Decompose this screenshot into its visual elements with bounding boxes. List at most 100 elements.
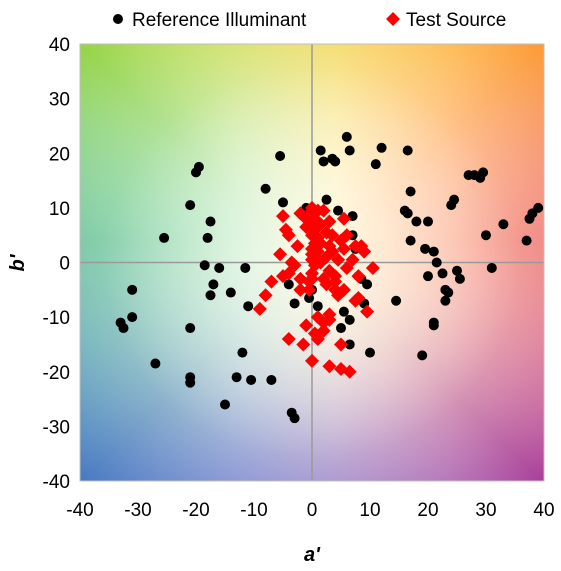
reference-illuminant-points <box>115 131 544 424</box>
test-source-point <box>345 252 360 267</box>
test-source-point <box>339 228 354 243</box>
reference-illuminant-point <box>266 374 277 385</box>
reference-illuminant-point <box>521 235 532 246</box>
y-tick-label: 10 <box>49 199 70 220</box>
reference-illuminant-point <box>423 271 433 282</box>
reference-illuminant-point <box>417 350 428 361</box>
reference-illuminant-point <box>185 377 196 388</box>
y-tick-label: 20 <box>49 144 70 165</box>
reference-illuminant-point <box>454 273 465 284</box>
test-source-point <box>273 247 288 262</box>
x-tick-label: 20 <box>417 500 438 521</box>
legend: Reference Illuminant Test Source <box>113 10 506 31</box>
reference-illuminant-point <box>431 257 442 268</box>
reference-illuminant-point <box>481 230 491 241</box>
y-tick-label: 40 <box>49 35 70 56</box>
test-source-point <box>252 301 267 316</box>
test-source-point <box>322 214 337 229</box>
reference-illuminant-point <box>318 156 329 167</box>
test-source-point <box>351 269 366 284</box>
y-tick-label: 0 <box>59 254 70 275</box>
reference-illuminant-point <box>330 156 341 167</box>
reference-illuminant-point <box>341 131 352 142</box>
reference-illuminant-point <box>315 145 326 156</box>
y-tick-label: -20 <box>43 363 70 384</box>
reference-illuminant-point <box>391 295 402 306</box>
test-source-point <box>299 318 314 333</box>
reference-illuminant-point <box>437 268 448 279</box>
test-source-point <box>302 282 317 297</box>
reference-illuminant-point <box>498 219 509 230</box>
reference-illuminant-point <box>362 279 373 290</box>
reference-illuminant-point <box>246 374 257 385</box>
test-source-point <box>305 271 319 286</box>
y-axis-label: b' <box>7 253 29 271</box>
legend-marker-reference-illuminant <box>113 14 123 24</box>
test-source-point <box>322 359 337 374</box>
reference-illuminant-point <box>289 413 300 424</box>
plot-frame <box>79 43 545 482</box>
reference-illuminant-point <box>289 298 300 309</box>
test-source-point <box>351 291 366 306</box>
test-source-point <box>258 288 273 303</box>
test-source-point <box>316 203 331 218</box>
reference-illuminant-point <box>185 200 196 211</box>
reference-illuminant-point <box>312 301 323 312</box>
reference-illuminant-point <box>240 262 251 273</box>
reference-illuminant-point <box>199 260 210 271</box>
test-source-point <box>365 260 380 275</box>
x-tick-label: -10 <box>240 500 267 521</box>
reference-illuminant-point <box>336 323 346 334</box>
test-source-point <box>325 228 340 243</box>
legend-label-reference-illuminant: Reference Illuminant <box>132 10 307 31</box>
reference-illuminant-point <box>185 323 196 334</box>
test-source-point <box>342 364 357 379</box>
reference-illuminant-point <box>478 167 489 178</box>
reference-illuminant-point <box>205 216 216 227</box>
reference-illuminant-point <box>440 295 451 306</box>
y-tick-label: 30 <box>49 90 70 111</box>
reference-illuminant-point <box>159 232 170 243</box>
reference-illuminant-point <box>376 142 387 153</box>
reference-illuminant-point <box>402 208 413 219</box>
reference-illuminant-point <box>443 287 454 298</box>
test-source-point <box>328 274 343 289</box>
reference-illuminant-point <box>321 194 332 205</box>
reference-illuminant-point <box>344 314 355 325</box>
test-source-point <box>316 323 331 338</box>
legend-marker-test-source <box>386 12 400 26</box>
x-axis-label: a' <box>304 544 321 566</box>
reference-illuminant-point <box>333 205 344 216</box>
reference-illuminant-point <box>370 159 381 170</box>
test-source-point <box>360 304 375 319</box>
test-source-point <box>336 241 351 256</box>
x-tick-label: -20 <box>182 500 209 521</box>
reference-illuminant-point <box>208 279 219 290</box>
test-source-point <box>334 337 348 352</box>
test-source-point <box>357 244 372 259</box>
reference-illuminant-point <box>428 246 439 257</box>
y-tick-label: -10 <box>43 308 70 329</box>
y-axis-tick-labels: -40 -30 -20 -10 0 10 20 30 40 <box>43 35 70 493</box>
x-tick-label: 0 <box>307 500 318 521</box>
test-source-point <box>281 228 296 243</box>
reference-illuminant-point <box>205 290 216 301</box>
reference-illuminant-point <box>278 197 288 208</box>
reference-illuminant-point <box>405 235 416 246</box>
x-tick-label: -30 <box>124 500 151 521</box>
test-source-point <box>296 337 311 352</box>
reference-illuminant-point <box>402 145 413 156</box>
y-tick-label: -30 <box>43 417 70 438</box>
reference-illuminant-point <box>231 372 242 383</box>
x-tick-label: 30 <box>475 500 496 521</box>
reference-illuminant-point <box>275 150 286 161</box>
x-tick-label: -40 <box>66 500 93 521</box>
reference-illuminant-point <box>225 287 236 298</box>
reference-illuminant-point <box>344 145 355 156</box>
x-axis-tick-labels: -40 -30 -20 -10 0 10 20 30 40 <box>66 500 554 521</box>
test-source-point <box>336 282 351 297</box>
reference-illuminant-point <box>243 301 254 312</box>
reference-illuminant-point <box>202 232 213 243</box>
test-source-point <box>276 209 290 224</box>
